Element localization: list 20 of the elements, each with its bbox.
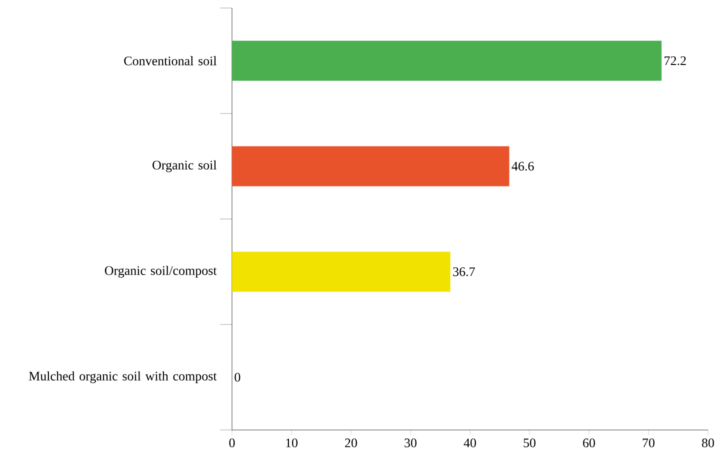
data-label: 72.2: [664, 56, 686, 66]
data-label: 0: [234, 372, 240, 382]
y-tick-label: Conventional soil: [124, 56, 217, 66]
x-tick-label: 30: [404, 438, 416, 448]
y-tick-label: Organic soil/compost: [104, 266, 217, 278]
x-tick-label: 50: [524, 438, 536, 448]
x-tick-label: 20: [345, 438, 357, 448]
x-tick-label: 70: [642, 438, 654, 448]
x-tick-label: 10: [286, 438, 298, 448]
x-tick-label: 0: [229, 438, 235, 448]
x-tick-label: 40: [464, 438, 476, 448]
x-tick-label: 80: [702, 438, 714, 448]
y-tick-label: Organic soil: [152, 160, 217, 172]
bar: [232, 40, 662, 81]
y-tick-label: Mulched organic soil with compost: [28, 371, 217, 384]
data-label: 46.6: [512, 162, 534, 171]
data-label: 36.7: [453, 267, 475, 276]
bar: [232, 146, 510, 186]
x-tick-label: 60: [583, 438, 595, 448]
bar: [232, 252, 450, 292]
